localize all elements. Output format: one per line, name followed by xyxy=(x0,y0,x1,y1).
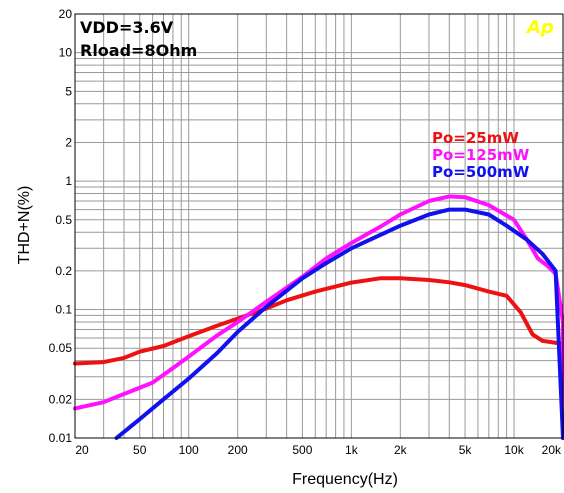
x-tick-label: 200 xyxy=(228,443,248,457)
annotation-rload: Rload=8Ohm xyxy=(80,41,197,60)
y-tick-label: 5 xyxy=(65,84,72,98)
y-tick-label: 0.01 xyxy=(49,431,73,445)
x-tick-label: 100 xyxy=(179,443,199,457)
plot-frame xyxy=(74,13,564,439)
y-tick-label: 0.2 xyxy=(55,264,72,278)
x-tick-label: 1k xyxy=(345,443,359,457)
annotation-vdd: VDD=3.6V xyxy=(80,18,174,37)
y-tick-label: 0.02 xyxy=(49,392,73,406)
y-tick-label: 10 xyxy=(59,46,73,60)
y-axis-title: THD+N(%) xyxy=(16,186,33,265)
x-tick-label: 20k xyxy=(542,443,562,457)
y-tick-label: 0.1 xyxy=(55,303,72,317)
x-tick-label: 10k xyxy=(504,443,524,457)
y-tick-label: 20 xyxy=(59,7,73,21)
ap-logo: Ap xyxy=(525,17,554,38)
y-tick-label: 0.05 xyxy=(49,341,73,355)
x-tick-label: 2k xyxy=(394,443,408,457)
series-line-2 xyxy=(73,194,564,440)
y-tick-label: 2 xyxy=(65,135,72,149)
y-tick-labels: 20 10 5 2 1 0.5 0.2 0.1 0.05 0.02 0.01 xyxy=(49,7,73,445)
series-line-1 xyxy=(73,276,564,366)
x-tick-label: 20 xyxy=(75,443,89,457)
y-tick-label: 1 xyxy=(65,174,72,188)
series-lines xyxy=(73,194,564,440)
x-tick-labels: 20 50 100 200 500 1k 2k 5k 10k 20k xyxy=(75,443,562,457)
x-tick-label: 50 xyxy=(133,443,147,457)
x-tick-label: 500 xyxy=(292,443,312,457)
series-line-3 xyxy=(114,207,564,440)
legend-entry-1: Po=25mW xyxy=(432,129,519,147)
y-tick-label: 0.5 xyxy=(55,213,72,227)
legend-entry-2: Po=125mW xyxy=(432,146,530,164)
x-axis-title: Frequency(Hz) xyxy=(292,471,398,488)
x-tick-label: 5k xyxy=(459,443,473,457)
grid xyxy=(74,13,564,439)
legend-entry-3: Po=500mW xyxy=(432,163,530,181)
